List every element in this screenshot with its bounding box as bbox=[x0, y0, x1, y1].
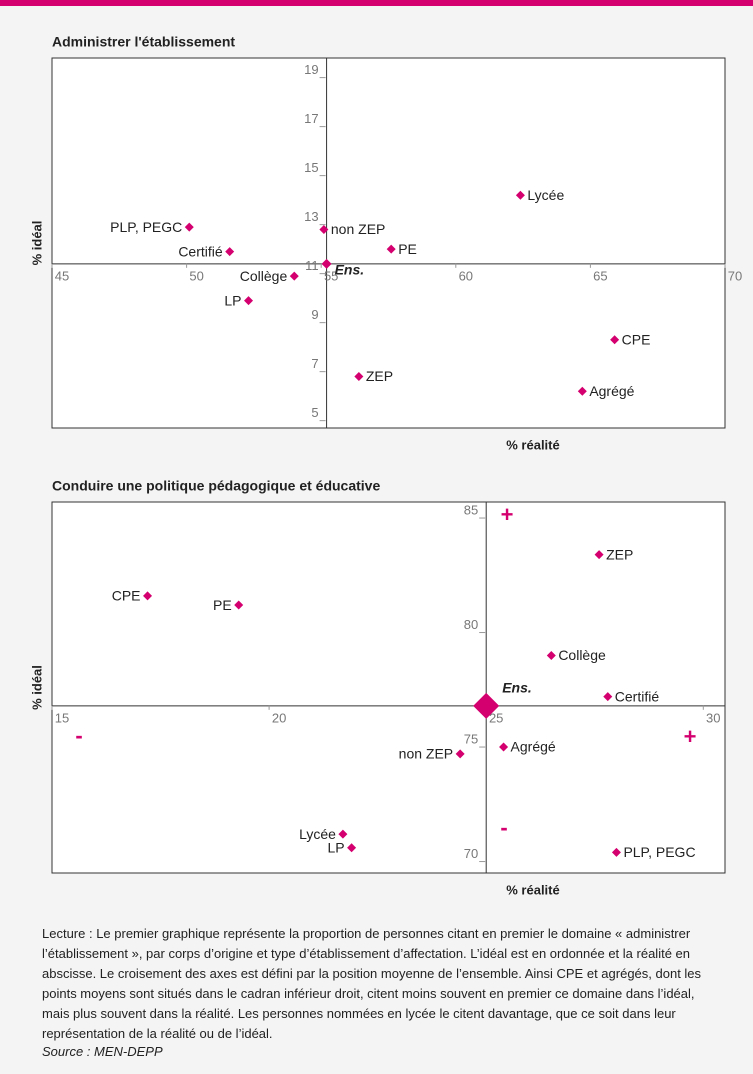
point bbox=[244, 296, 254, 306]
x-tick-label: 60 bbox=[459, 268, 473, 283]
point bbox=[347, 843, 357, 853]
quadrant-sign: - bbox=[500, 815, 507, 840]
point bbox=[289, 271, 299, 281]
point-label: Certifié bbox=[178, 243, 223, 259]
point-label: LP bbox=[224, 292, 241, 308]
point bbox=[319, 225, 329, 235]
point bbox=[515, 190, 525, 200]
x-tick-label: 55 bbox=[324, 268, 338, 283]
x-tick-label: 15 bbox=[55, 710, 69, 725]
y-axis-label: % idéal bbox=[29, 221, 44, 266]
point-label: ZEP bbox=[366, 368, 393, 384]
y-tick-label: 80 bbox=[464, 617, 478, 632]
x-tick-label: 50 bbox=[189, 268, 203, 283]
reference-point bbox=[473, 692, 500, 719]
point bbox=[603, 692, 613, 702]
point bbox=[594, 550, 604, 560]
reference-point bbox=[321, 258, 332, 269]
x-tick-label: 45 bbox=[55, 268, 69, 283]
point-label: CPE bbox=[112, 588, 141, 604]
point-label: LP bbox=[327, 840, 344, 856]
point bbox=[225, 247, 235, 257]
point bbox=[338, 829, 348, 839]
point-label: PE bbox=[398, 241, 417, 257]
point bbox=[577, 386, 587, 396]
plot-area bbox=[51, 57, 726, 429]
y-tick-label: 11 bbox=[305, 258, 319, 273]
x-axis-label: % réalité bbox=[506, 882, 559, 897]
plot-area bbox=[51, 501, 726, 874]
quadrant-sign: + bbox=[501, 502, 514, 527]
point-label: PE bbox=[213, 597, 232, 613]
point-label: non ZEP bbox=[399, 746, 453, 762]
point-label: Lycée bbox=[527, 187, 564, 203]
point-label: CPE bbox=[622, 331, 651, 347]
y-tick-label: 13 bbox=[304, 209, 318, 224]
point-label: Agrégé bbox=[589, 383, 634, 399]
source: Source : MEN-DEPP bbox=[42, 1044, 163, 1059]
point-label: non ZEP bbox=[331, 221, 385, 237]
point-label: Agrégé bbox=[511, 739, 556, 755]
chart-title: Administrer l'établissement bbox=[52, 34, 235, 50]
point-label: Certifié bbox=[615, 688, 660, 704]
point bbox=[546, 650, 556, 660]
x-tick-label: 65 bbox=[593, 268, 607, 283]
y-tick-label: 17 bbox=[304, 111, 318, 126]
y-tick-label: 9 bbox=[311, 307, 318, 322]
x-tick-label: 30 bbox=[706, 710, 720, 725]
x-tick-label: 20 bbox=[272, 710, 286, 725]
chart-title: Conduire une politique pédagogique et éd… bbox=[52, 478, 380, 494]
top-bar bbox=[0, 0, 753, 6]
caption: Lecture : Le premier graphique représent… bbox=[42, 926, 702, 1041]
y-axis-label: % idéal bbox=[29, 665, 44, 710]
point bbox=[455, 749, 465, 759]
point-label: Collège bbox=[558, 647, 606, 663]
point-label: PLP, PEGC bbox=[623, 844, 695, 860]
point bbox=[386, 244, 396, 254]
quadrant-sign: + bbox=[684, 724, 697, 749]
point bbox=[499, 742, 509, 752]
point bbox=[143, 591, 153, 601]
y-tick-label: 7 bbox=[311, 356, 318, 371]
x-tick-label: 70 bbox=[728, 268, 742, 283]
point-label: PLP, PEGC bbox=[110, 219, 182, 235]
y-tick-label: 85 bbox=[464, 502, 478, 517]
point bbox=[354, 372, 364, 382]
x-tick-label: 25 bbox=[489, 710, 503, 725]
point bbox=[234, 600, 244, 610]
reference-label: Ens. bbox=[502, 680, 532, 696]
point bbox=[611, 847, 621, 857]
y-tick-label: 70 bbox=[464, 846, 478, 861]
y-tick-label: 5 bbox=[311, 405, 318, 420]
quadrant-sign: - bbox=[75, 723, 82, 748]
point-label: Collège bbox=[240, 268, 288, 284]
point bbox=[184, 222, 194, 232]
point bbox=[610, 335, 620, 345]
reference-label: Ens. bbox=[335, 262, 365, 278]
point-label: ZEP bbox=[606, 546, 633, 562]
x-axis-label: % réalité bbox=[506, 437, 559, 452]
y-tick-label: 15 bbox=[304, 160, 318, 175]
point-label: Lycée bbox=[299, 826, 336, 842]
y-tick-label: 19 bbox=[304, 62, 318, 77]
y-tick-label: 75 bbox=[464, 731, 478, 746]
